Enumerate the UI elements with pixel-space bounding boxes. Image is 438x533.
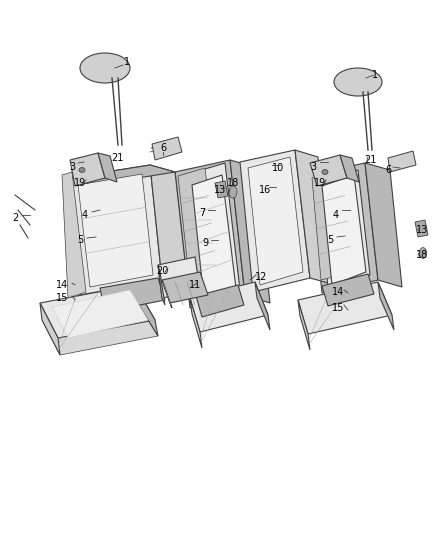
Text: 20: 20 [156, 266, 168, 276]
Text: 3: 3 [69, 162, 75, 172]
Text: 11: 11 [189, 280, 201, 290]
Text: 16: 16 [259, 185, 271, 195]
Polygon shape [310, 163, 378, 293]
Text: 14: 14 [332, 287, 344, 297]
Polygon shape [152, 137, 182, 160]
Polygon shape [100, 278, 165, 312]
Polygon shape [322, 274, 374, 306]
Text: 2: 2 [12, 213, 18, 223]
Polygon shape [98, 153, 117, 182]
Text: 6: 6 [385, 165, 391, 175]
Polygon shape [42, 302, 158, 355]
Polygon shape [62, 172, 86, 298]
Polygon shape [240, 150, 310, 292]
Polygon shape [322, 175, 366, 285]
Text: 10: 10 [272, 163, 284, 173]
Polygon shape [190, 282, 268, 332]
Text: 4: 4 [82, 210, 88, 220]
Text: 15: 15 [56, 293, 68, 303]
Polygon shape [78, 174, 153, 287]
Text: 4: 4 [333, 210, 339, 220]
Text: 7: 7 [199, 208, 205, 218]
Polygon shape [175, 160, 245, 308]
Polygon shape [40, 285, 155, 338]
Polygon shape [298, 282, 392, 334]
Ellipse shape [229, 186, 237, 198]
Polygon shape [415, 220, 428, 237]
Text: 1: 1 [124, 57, 130, 67]
Text: 18: 18 [416, 250, 428, 260]
Ellipse shape [420, 247, 427, 259]
Text: 3: 3 [310, 162, 316, 172]
Text: 15: 15 [332, 303, 344, 313]
Text: 5: 5 [77, 235, 83, 245]
Text: 1: 1 [372, 70, 378, 80]
Text: 19: 19 [74, 178, 86, 188]
Text: 6: 6 [160, 143, 166, 153]
Polygon shape [318, 170, 370, 288]
Polygon shape [70, 153, 105, 186]
Text: 21: 21 [111, 153, 123, 163]
Text: 13: 13 [214, 185, 226, 195]
Ellipse shape [80, 53, 130, 83]
Text: 19: 19 [314, 178, 326, 188]
Polygon shape [365, 163, 402, 287]
Ellipse shape [322, 169, 328, 174]
Polygon shape [158, 257, 200, 298]
Polygon shape [150, 165, 188, 288]
Ellipse shape [334, 68, 382, 96]
Polygon shape [388, 151, 416, 172]
Polygon shape [192, 175, 236, 300]
Polygon shape [158, 265, 165, 305]
Polygon shape [215, 181, 228, 198]
Text: 21: 21 [364, 155, 376, 165]
Polygon shape [190, 298, 202, 348]
Text: 18: 18 [227, 178, 239, 188]
Text: 5: 5 [327, 235, 333, 245]
Text: 9: 9 [202, 238, 208, 248]
Polygon shape [162, 272, 208, 303]
Polygon shape [68, 165, 175, 185]
Polygon shape [295, 150, 332, 284]
Polygon shape [312, 170, 353, 280]
Polygon shape [162, 280, 172, 308]
Polygon shape [310, 155, 347, 186]
Polygon shape [248, 157, 303, 285]
Polygon shape [68, 165, 162, 295]
Polygon shape [185, 163, 240, 302]
Polygon shape [52, 290, 148, 338]
Ellipse shape [79, 167, 85, 173]
Polygon shape [230, 160, 270, 303]
Text: 13: 13 [416, 225, 428, 235]
Polygon shape [378, 282, 394, 330]
Text: 12: 12 [255, 272, 267, 282]
Polygon shape [298, 300, 310, 350]
Polygon shape [255, 282, 270, 330]
Polygon shape [135, 285, 158, 336]
Polygon shape [40, 303, 60, 355]
Text: 14: 14 [56, 280, 68, 290]
Polygon shape [196, 285, 244, 317]
Polygon shape [178, 168, 218, 287]
Polygon shape [340, 155, 359, 182]
